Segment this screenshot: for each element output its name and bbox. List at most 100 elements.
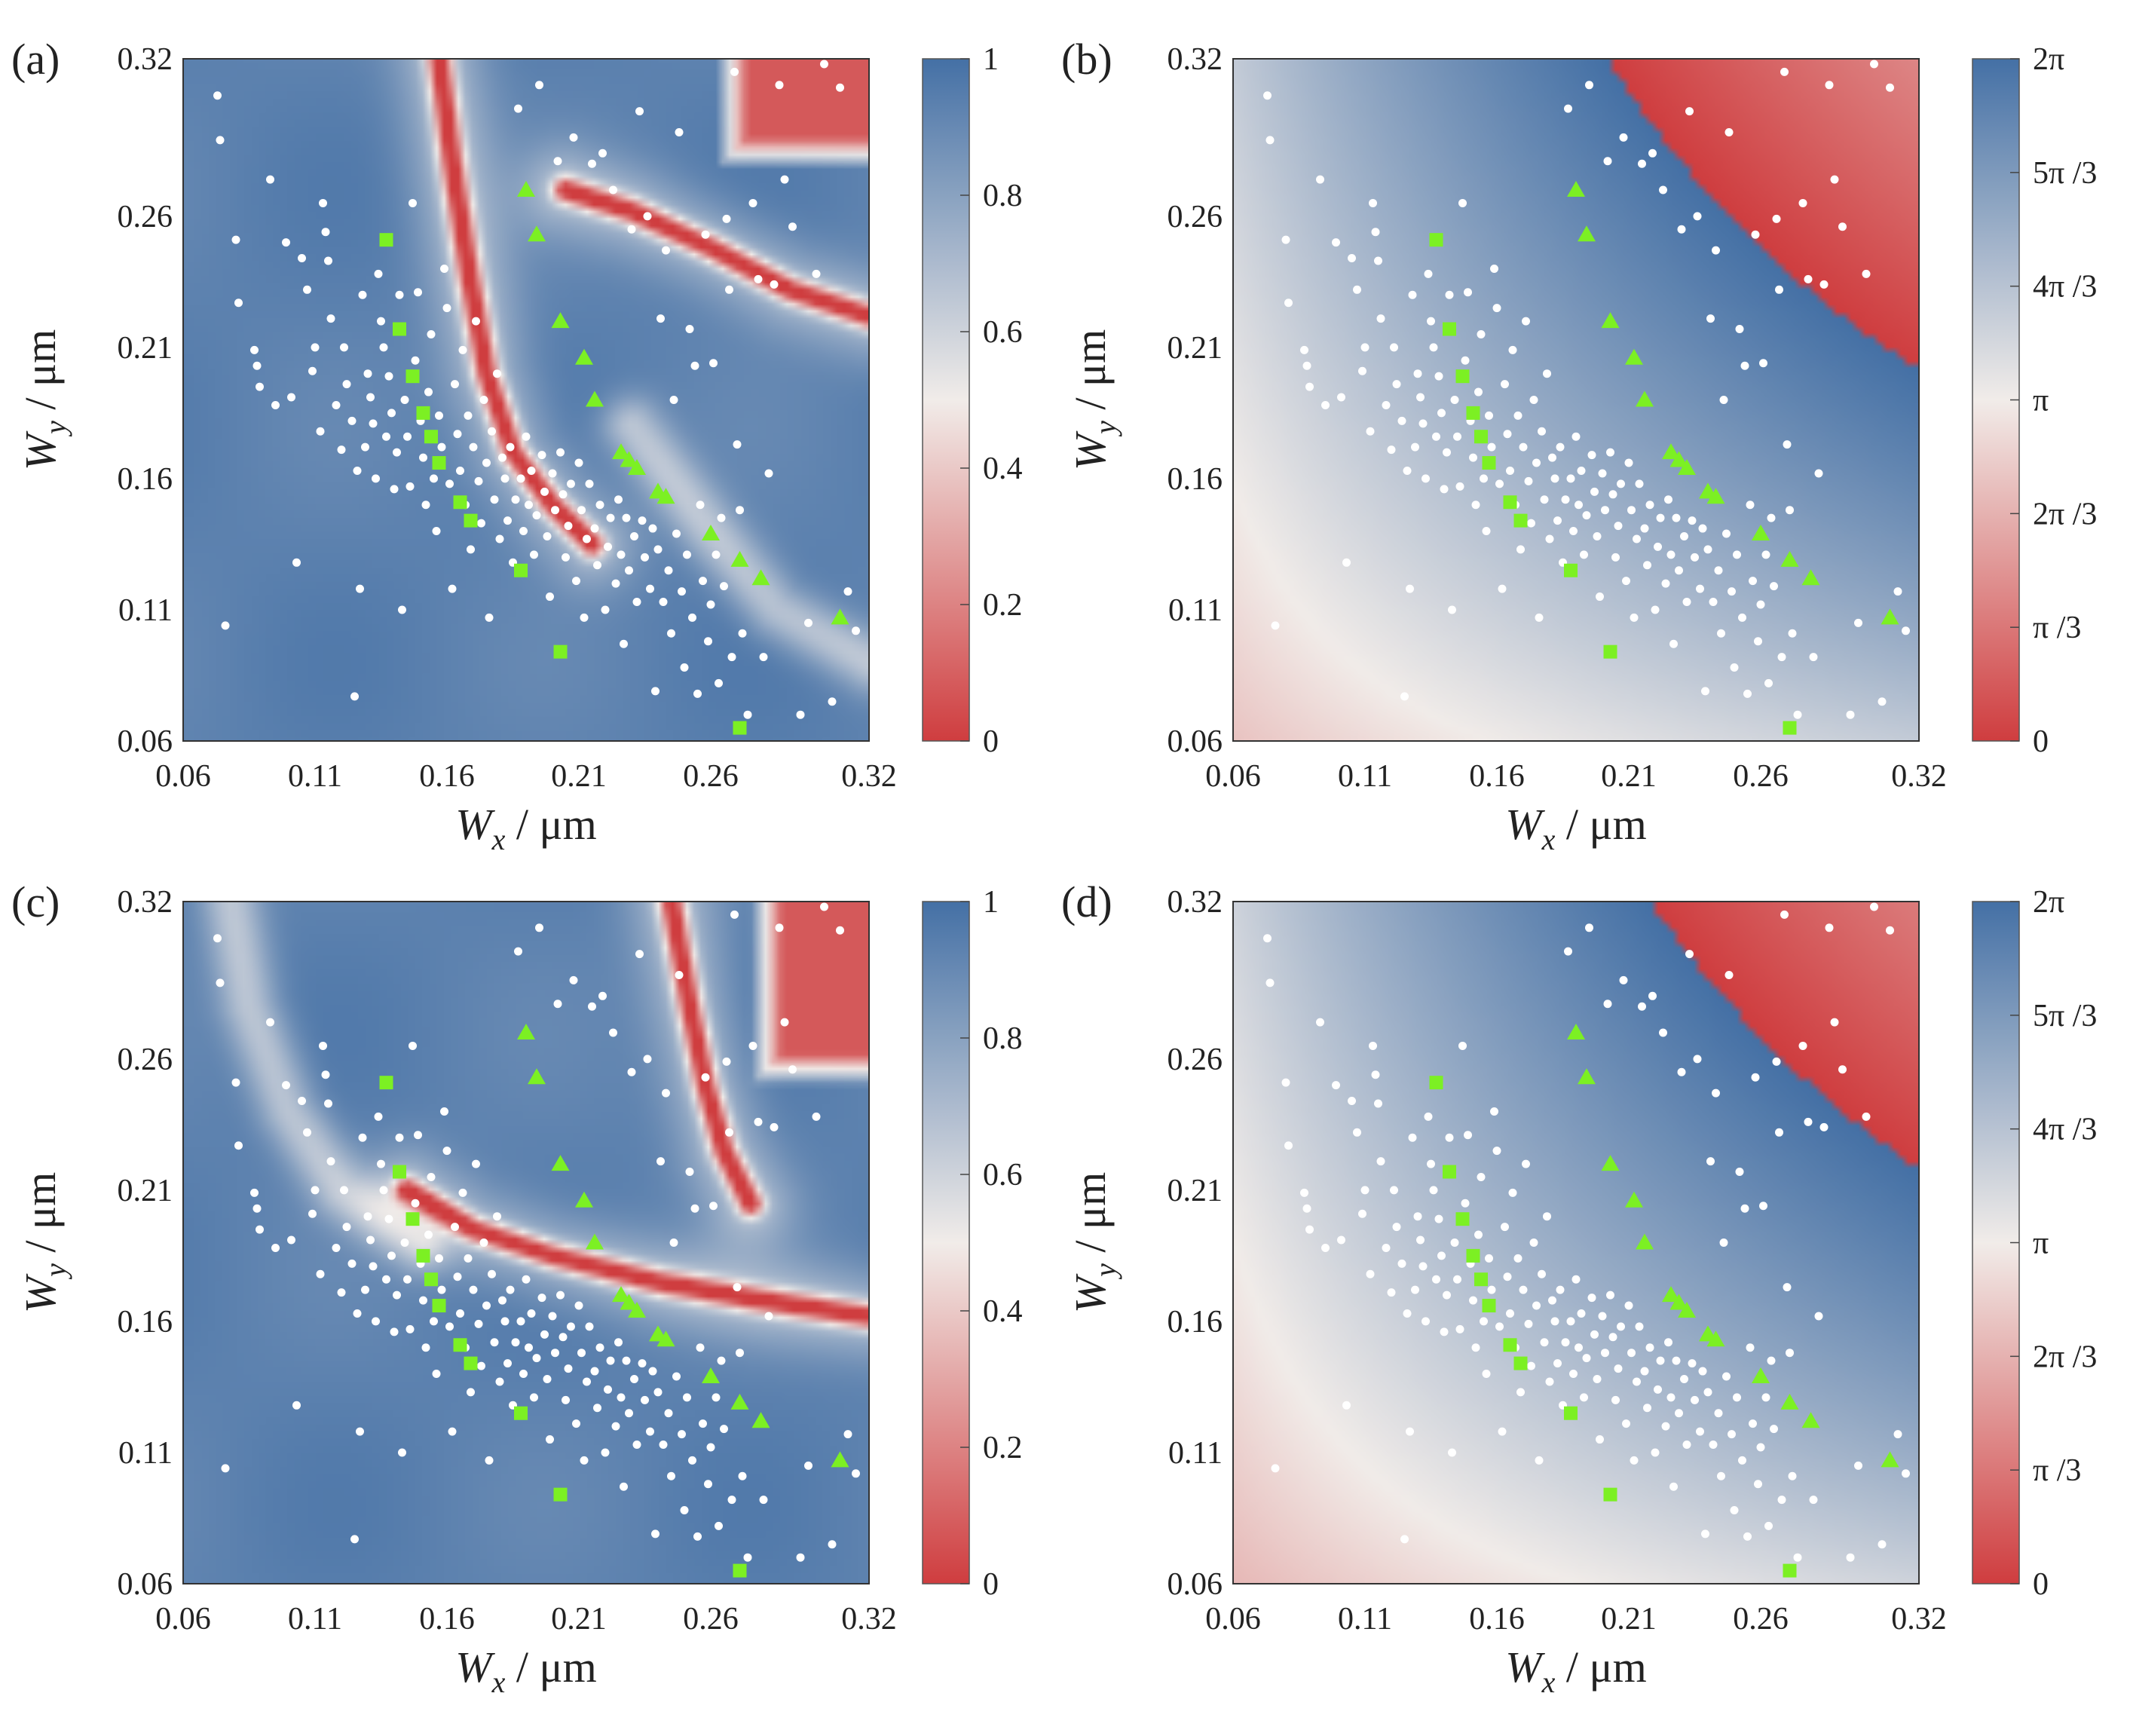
white-dot-marker <box>1659 1028 1667 1037</box>
white-dot-marker <box>1490 1107 1498 1116</box>
white-dot-marker <box>569 133 578 142</box>
white-dot-marker <box>1693 212 1702 221</box>
white-dot-marker <box>1611 553 1620 562</box>
green-triangle-marker <box>517 181 535 197</box>
white-dot-marker <box>1598 1312 1607 1321</box>
white-dot-marker <box>701 230 710 239</box>
white-dot-marker <box>1733 1393 1741 1402</box>
white-dot-marker <box>266 175 274 184</box>
white-dot-marker <box>1300 1188 1308 1197</box>
green-triangle-marker <box>1669 451 1688 467</box>
white-dot-marker <box>820 902 828 911</box>
white-dot-marker <box>843 1430 852 1439</box>
green-square-marker <box>453 495 467 510</box>
white-dot-marker <box>669 1238 678 1247</box>
white-dot-marker <box>1893 1430 1902 1439</box>
white-dot-marker <box>532 1354 541 1363</box>
white-dot-marker <box>635 950 644 959</box>
white-dot-marker <box>1825 923 1834 932</box>
white-dot-marker <box>720 1425 728 1434</box>
white-dot-marker <box>451 1223 459 1232</box>
green-square-marker <box>733 721 747 735</box>
white-dot-marker <box>1458 1041 1467 1050</box>
white-dot-marker <box>1387 445 1396 455</box>
green-triangle-marker <box>1801 1412 1820 1428</box>
white-dot-marker <box>1471 1343 1480 1352</box>
white-dot-marker <box>1706 1157 1715 1166</box>
x-tick-label: 0.26 <box>1733 1602 1789 1636</box>
white-dot-marker <box>1577 1309 1586 1318</box>
white-dot-marker <box>648 524 657 533</box>
white-dot-marker <box>1413 1212 1422 1221</box>
white-dot-marker <box>1661 1422 1670 1431</box>
white-dot-marker <box>641 553 649 562</box>
white-dot-marker <box>1740 1204 1749 1213</box>
green-square-marker <box>393 1165 406 1179</box>
white-dot-marker <box>1437 409 1446 418</box>
white-dot-marker <box>1633 534 1641 543</box>
white-dot-marker <box>511 1338 520 1347</box>
white-dot-marker <box>1761 1393 1770 1402</box>
white-dot-marker <box>379 1186 388 1195</box>
white-dot-marker <box>569 975 578 984</box>
white-dot-marker <box>1798 198 1807 207</box>
y-tick-label: 0.06 <box>1168 724 1223 759</box>
white-dot-marker <box>1788 1471 1797 1480</box>
white-dot-marker <box>1725 127 1734 136</box>
white-dot-marker <box>519 527 528 536</box>
white-dot-marker <box>551 1349 559 1358</box>
white-dot-marker <box>1501 1223 1509 1232</box>
white-dot-marker <box>1640 524 1649 533</box>
white-dot-marker <box>1786 1349 1794 1358</box>
white-dot-marker <box>1400 692 1409 701</box>
white-dot-marker <box>701 1073 710 1082</box>
green-square-marker <box>405 369 420 384</box>
white-dot-marker <box>1482 1370 1491 1379</box>
white-dot-marker <box>1482 527 1491 536</box>
colorbar-tick-label: 0.6 <box>983 1158 1023 1193</box>
green-triangle-marker <box>1636 1233 1654 1250</box>
white-dot-marker <box>1830 175 1839 184</box>
white-dot-marker <box>669 396 678 404</box>
white-dot-marker <box>759 653 768 662</box>
white-dot-marker <box>1480 1317 1488 1326</box>
white-dot-marker <box>1627 1349 1636 1358</box>
y-tick-label: 0.16 <box>1168 462 1223 497</box>
white-dot-marker <box>562 1395 570 1404</box>
white-dot-marker <box>1366 427 1375 436</box>
white-dot-marker <box>1495 479 1504 488</box>
white-dot-marker <box>1677 225 1686 234</box>
white-dot-marker <box>1738 1456 1746 1465</box>
white-dot-marker <box>1651 1448 1660 1457</box>
white-dot-marker <box>287 1235 295 1245</box>
white-dot-marker <box>437 442 446 452</box>
white-dot-marker <box>525 1343 533 1352</box>
plot-frame <box>1232 901 1920 1584</box>
green-triangle-marker <box>575 1191 593 1208</box>
white-dot-marker <box>324 1099 332 1108</box>
white-dot-marker <box>1422 1317 1430 1326</box>
colorbar-tick-label: 2π <box>2033 885 2064 920</box>
white-dot-marker <box>1759 1202 1767 1211</box>
white-dot-marker <box>366 1235 375 1245</box>
white-dot-marker <box>1709 1441 1718 1450</box>
white-dot-marker <box>585 1322 594 1331</box>
panel-b: 0.06 0.11 0.16 0.21 0.26 0.32 0.32 0.26 0.21 0.16… <box>1061 35 2097 856</box>
white-dot-marker <box>403 432 412 441</box>
white-dot-marker <box>1535 1456 1544 1465</box>
white-dot-marker <box>1455 482 1464 491</box>
white-dot-marker <box>1443 448 1451 457</box>
white-dot-marker <box>390 1327 399 1336</box>
white-dot-marker <box>332 1243 341 1252</box>
colorbar-tick-label: 4π /3 <box>2033 1113 2097 1147</box>
white-dot-marker <box>1411 442 1419 452</box>
green-triangle-marker <box>628 459 646 475</box>
white-dot-marker <box>1321 1243 1330 1252</box>
white-dot-marker <box>712 1393 721 1402</box>
white-dot-marker <box>1353 285 1361 294</box>
white-dot-marker <box>1571 1275 1581 1284</box>
white-dot-marker <box>1601 506 1609 515</box>
white-dot-marker <box>1654 1385 1662 1394</box>
white-dot-marker <box>1353 1128 1361 1137</box>
green-triangle-marker <box>1706 1330 1725 1347</box>
